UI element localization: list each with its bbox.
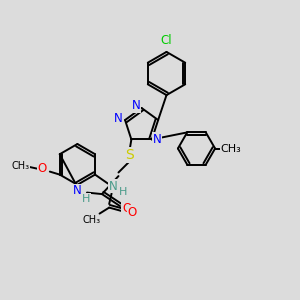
Text: N: N xyxy=(132,99,141,112)
Text: N: N xyxy=(73,184,82,197)
Text: N: N xyxy=(108,180,117,193)
Text: H: H xyxy=(82,194,91,204)
Text: Cl: Cl xyxy=(161,34,172,47)
Text: N: N xyxy=(153,133,162,146)
Text: S: S xyxy=(125,148,134,162)
Text: CH₃: CH₃ xyxy=(12,160,30,171)
Text: O: O xyxy=(37,162,46,176)
Text: N: N xyxy=(114,112,123,125)
Text: H: H xyxy=(119,187,127,197)
Text: O: O xyxy=(122,202,131,215)
Text: CH₃: CH₃ xyxy=(220,143,241,154)
Text: CH₃: CH₃ xyxy=(83,215,101,225)
Text: O: O xyxy=(128,206,137,219)
